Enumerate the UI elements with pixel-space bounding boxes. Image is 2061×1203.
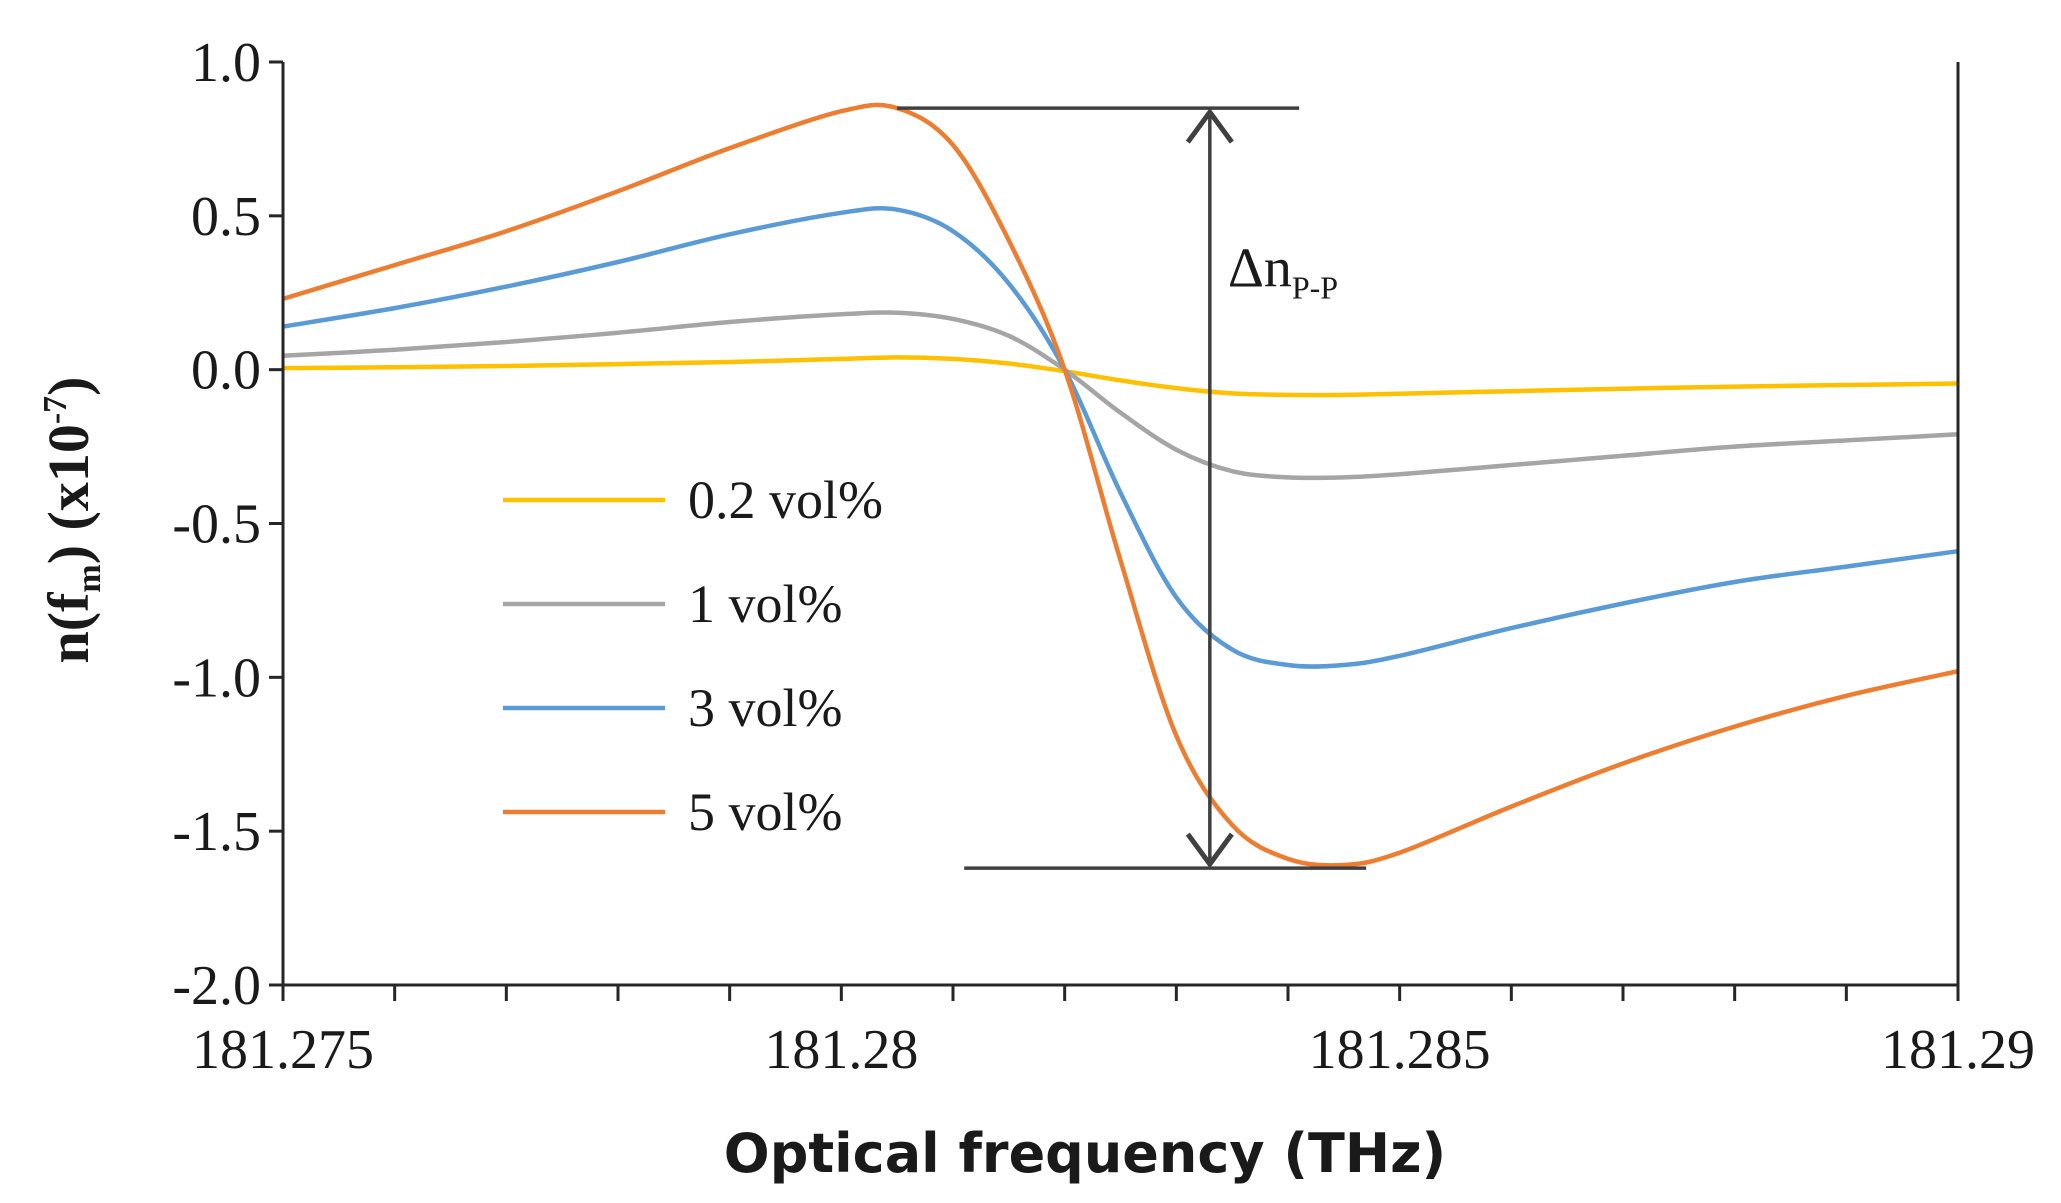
y-axis-title-superscript: -7 [37, 396, 74, 424]
y-axis-title-middle: ) (x10 [36, 424, 101, 564]
y-tick-label-4: -1.0 [172, 647, 261, 709]
legend: 0.2 vol% 1 vol% 3 vol% 5 vol% [503, 470, 883, 842]
y-axis-title-subscript: m [71, 564, 108, 592]
annotation-label-subscript: P-P [1292, 270, 1338, 306]
series-line-0 [282, 355, 1959, 398]
x-tick-label-2: 181.285 [1309, 1019, 1491, 1081]
series-line-2 [282, 205, 1959, 669]
y-tick-label-2: 0.0 [191, 340, 261, 402]
x-axis-title: Optical frequency (THz) [724, 1122, 1446, 1185]
axes [269, 60, 1960, 1001]
y-axis-title-end: ) [36, 376, 101, 395]
annotation-arrow-head-up [1185, 107, 1234, 144]
series-line-1 [282, 310, 1959, 481]
legend-label-3: 5 vol% [688, 782, 843, 842]
legend-label-1: 1 vol% [688, 574, 843, 634]
y-tick-label-1: 0.5 [191, 186, 261, 248]
x-tick-label-1: 181.28 [764, 1019, 918, 1081]
y-tick-label-6: -2.0 [172, 955, 261, 1017]
y-tick-label-3: -0.5 [172, 494, 261, 556]
y-tick-label-0: 1.0 [191, 32, 261, 94]
y-axis-title: n(fm) (x10-7) [36, 376, 108, 663]
annotation-label-main: Δn [1228, 238, 1292, 300]
y-axis-title-main: n(f [36, 592, 101, 664]
series-line-3 [282, 102, 1959, 868]
x-tick-label-3: 181.29 [1881, 1019, 2035, 1081]
x-tick-label-0: 181.275 [192, 1019, 374, 1081]
annotation-label: ΔnP-P [1228, 238, 1338, 306]
series-layer [282, 102, 1959, 868]
peak-to-peak-annotation: ΔnP-P [897, 106, 1367, 870]
legend-label-2: 3 vol% [688, 678, 843, 738]
y-tick-label-5: -1.5 [172, 801, 261, 863]
annotation-arrow-head-down [1185, 832, 1234, 869]
legend-label-0: 0.2 vol% [688, 470, 883, 530]
